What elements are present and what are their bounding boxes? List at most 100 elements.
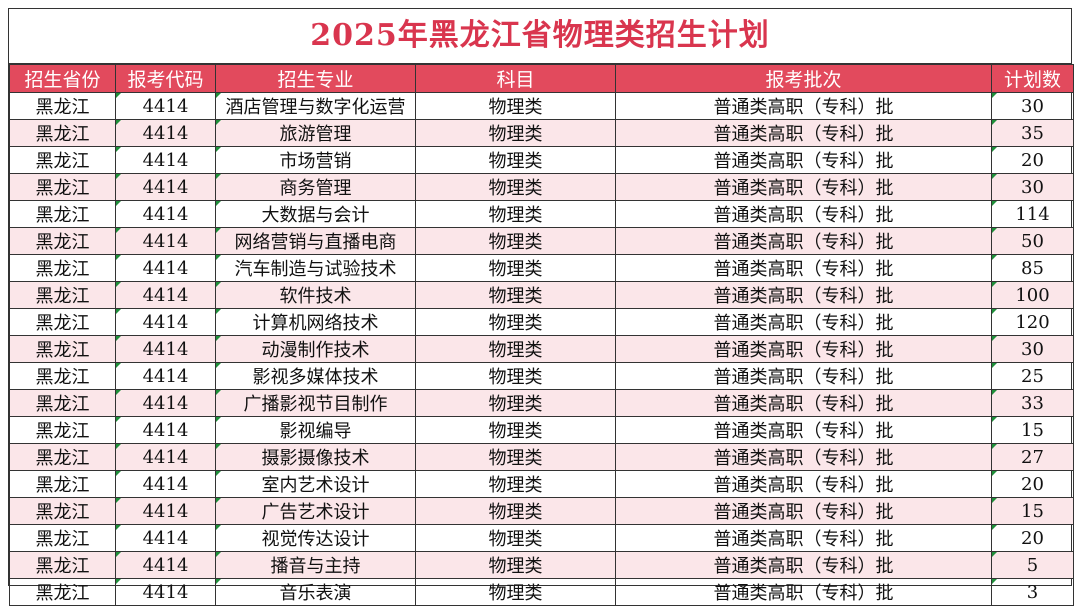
major-cell: 视觉传达设计 [215,524,416,552]
province-cell: 黑龙江 [9,173,116,201]
table-row: 黑龙江 4414 市场营销 物理类 普通类高职（专科）批 20 [9,146,1074,174]
exam-code-cell: 4414 [115,497,216,525]
province-cell: 黑龙江 [9,227,116,255]
batch-cell: 普通类高职（专科）批 [615,416,992,444]
plan-count-cell: 15 [991,497,1074,525]
plan-count-cell: 85 [991,254,1074,282]
subject-cell: 物理类 [415,200,616,228]
table-row: 黑龙江 4414 汽车制造与试验技术 物理类 普通类高职（专科）批 85 [9,254,1074,282]
table-row: 黑龙江 4414 网络营销与直播电商 物理类 普通类高职（专科）批 50 [9,227,1074,255]
province-cell: 黑龙江 [9,416,116,444]
batch-cell: 普通类高职（专科）批 [615,524,992,552]
province-cell: 黑龙江 [9,119,116,147]
province-cell: 黑龙江 [9,362,116,390]
major-cell: 播音与主持 [215,551,416,579]
plan-count-cell: 27 [991,443,1074,471]
province-cell: 黑龙江 [9,281,116,309]
exam-code-cell: 4414 [115,308,216,336]
major-cell: 计算机网络技术 [215,308,416,336]
table-row: 黑龙江 4414 影视多媒体技术 物理类 普通类高职（专科）批 25 [9,362,1074,390]
exam-code-cell: 4414 [115,146,216,174]
batch-cell: 普通类高职（专科）批 [615,92,992,120]
table-row: 黑龙江 4414 播音与主持 物理类 普通类高职（专科）批 5 [9,551,1074,579]
exam-code-cell: 4414 [115,227,216,255]
subject-cell: 物理类 [415,254,616,282]
plan-count-cell: 5 [991,551,1074,579]
major-cell: 影视多媒体技术 [215,362,416,390]
province-cell: 黑龙江 [9,92,116,120]
table-row: 黑龙江 4414 大数据与会计 物理类 普通类高职（专科）批 114 [9,200,1074,228]
table-row: 黑龙江 4414 商务管理 物理类 普通类高职（专科）批 30 [9,173,1074,201]
major-cell: 汽车制造与试验技术 [215,254,416,282]
province-cell: 黑龙江 [9,389,116,417]
exam-code-cell: 4414 [115,470,216,498]
batch-cell: 普通类高职（专科）批 [615,389,992,417]
batch-cell: 普通类高职（专科）批 [615,173,992,201]
major-cell: 大数据与会计 [215,200,416,228]
batch-cell: 普通类高职（专科）批 [615,254,992,282]
subject-cell: 物理类 [415,335,616,363]
subject-cell: 物理类 [415,416,616,444]
exam-code-cell: 4414 [115,389,216,417]
batch-cell: 普通类高职（专科）批 [615,119,992,147]
batch-cell: 普通类高职（专科）批 [615,551,992,579]
batch-cell: 普通类高职（专科）批 [615,578,992,606]
major-cell: 商务管理 [215,173,416,201]
table-row: 黑龙江 4414 摄影摄像技术 物理类 普通类高职（专科）批 27 [9,443,1074,471]
header-plan-count: 计划数 [991,64,1074,93]
plan-count-cell: 20 [991,524,1074,552]
batch-cell: 普通类高职（专科）批 [615,470,992,498]
subject-cell: 物理类 [415,389,616,417]
province-cell: 黑龙江 [9,335,116,363]
subject-cell: 物理类 [415,227,616,255]
major-cell: 市场营销 [215,146,416,174]
plan-count-cell: 25 [991,362,1074,390]
plan-count-cell: 30 [991,92,1074,120]
province-cell: 黑龙江 [9,146,116,174]
table-header-row: 招生省份 报考代码 招生专业 科目 报考批次 计划数 [9,64,1074,93]
province-cell: 黑龙江 [9,200,116,228]
subject-cell: 物理类 [415,146,616,174]
exam-code-cell: 4414 [115,119,216,147]
plan-count-cell: 50 [991,227,1074,255]
batch-cell: 普通类高职（专科）批 [615,497,992,525]
table-row: 黑龙江 4414 广告艺术设计 物理类 普通类高职（专科）批 15 [9,497,1074,525]
enrollment-table: 招生省份 报考代码 招生专业 科目 报考批次 计划数 黑龙江 4414 酒店管理与数… [9,64,1074,606]
subject-cell: 物理类 [415,524,616,552]
major-cell: 广告艺术设计 [215,497,416,525]
plan-count-cell: 30 [991,173,1074,201]
batch-cell: 普通类高职（专科）批 [615,443,992,471]
header-major: 招生专业 [215,64,416,93]
exam-code-cell: 4414 [115,524,216,552]
exam-code-cell: 4414 [115,416,216,444]
province-cell: 黑龙江 [9,254,116,282]
enrollment-plan-sheet: 2025年黑龙江省物理类招生计划 招生省份 报考代码 招生专业 科目 报考批次 … [8,8,1074,606]
exam-code-cell: 4414 [115,578,216,606]
plan-count-cell: 33 [991,389,1074,417]
batch-cell: 普通类高职（专科）批 [615,200,992,228]
batch-cell: 普通类高职（专科）批 [615,362,992,390]
subject-cell: 物理类 [415,281,616,309]
header-subject: 科目 [415,64,616,93]
major-cell: 室内艺术设计 [215,470,416,498]
table-row: 黑龙江 4414 音乐表演 物理类 普通类高职（专科）批 3 [9,578,1074,606]
table-row: 黑龙江 4414 计算机网络技术 物理类 普通类高职（专科）批 120 [9,308,1074,336]
major-cell: 网络营销与直播电商 [215,227,416,255]
page-title: 2025年黑龙江省物理类招生计划 [9,9,1071,64]
table-row: 黑龙江 4414 酒店管理与数字化运营 物理类 普通类高职（专科）批 30 [9,92,1074,120]
subject-cell: 物理类 [415,578,616,606]
subject-cell: 物理类 [415,308,616,336]
exam-code-cell: 4414 [115,173,216,201]
plan-count-cell: 20 [991,470,1074,498]
plan-count-cell: 20 [991,146,1074,174]
batch-cell: 普通类高职（专科）批 [615,335,992,363]
major-cell: 软件技术 [215,281,416,309]
major-cell: 影视编导 [215,416,416,444]
major-cell: 动漫制作技术 [215,335,416,363]
table-row: 黑龙江 4414 广播影视节目制作 物理类 普通类高职（专科）批 33 [9,389,1074,417]
province-cell: 黑龙江 [9,497,116,525]
exam-code-cell: 4414 [115,281,216,309]
exam-code-cell: 4414 [115,200,216,228]
plan-count-cell: 35 [991,119,1074,147]
exam-code-cell: 4414 [115,335,216,363]
